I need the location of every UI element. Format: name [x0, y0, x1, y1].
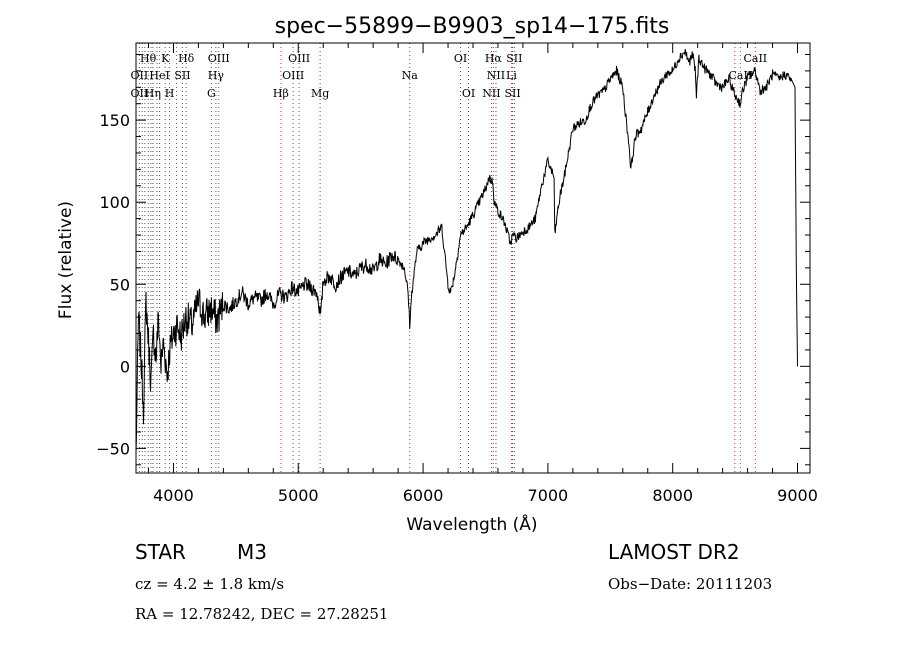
spectral-line-label: SII	[506, 52, 522, 65]
spectral-line-label: Hδ	[178, 52, 195, 65]
x-tick-label: 6000	[403, 486, 444, 505]
y-tick-label: 150	[99, 111, 130, 130]
spectral-line-label: CaII	[743, 52, 767, 65]
spectral-line-label: Hγ	[208, 69, 225, 82]
spectral-line-label: OII	[131, 69, 149, 82]
spectral-line-label: SII	[174, 69, 190, 82]
spectral-line-label: H	[165, 87, 175, 100]
y-tick-label: 50	[110, 275, 130, 294]
spectral-line-label: Hβ	[273, 87, 289, 100]
spectral-line-label: Hη	[145, 87, 161, 100]
y-axis-label: Flux (relative)	[56, 201, 76, 319]
object-subclass: M3	[237, 540, 267, 564]
redshift-velocity: cz = 4.2 ± 1.8 km/s	[135, 575, 285, 593]
spectral-line-label: NII	[482, 87, 500, 100]
spectral-line-label: Li	[506, 69, 517, 82]
y-tick-label: 100	[99, 193, 130, 212]
x-axis-label: Wavelength (Å)	[406, 513, 537, 535]
spectral-line-label: Hα	[485, 52, 503, 65]
spectral-line-markers	[138, 43, 756, 473]
spectral-line-label: K	[161, 52, 170, 65]
spectrum-line	[135, 49, 798, 454]
spectral-line-label: OIII	[288, 52, 310, 65]
y-axis-ticks: −50 0 50 100 150	[96, 53, 810, 466]
y-tick-label: 0	[120, 357, 130, 376]
spectral-line-label: OIII	[282, 69, 304, 82]
x-axis-ticks: 4000 5000 6000 7000 8000 9000	[147, 43, 818, 505]
spectral-line-label: CaII	[729, 69, 753, 82]
spectral-line-label: OIII	[208, 52, 230, 65]
spectral-line-label: OII	[131, 87, 149, 100]
x-tick-label: 5000	[278, 486, 319, 505]
object-class: STAR	[135, 540, 186, 564]
spectral-line-label: OI	[462, 87, 475, 100]
spectral-line-label: SII	[504, 87, 520, 100]
spectral-line-label: Mg	[311, 87, 329, 100]
y-tick-label: −50	[96, 439, 130, 458]
spectral-line-label: NII	[487, 69, 505, 82]
spectral-line-label: Hθ	[140, 52, 157, 65]
spectral-line-label: HeI	[149, 69, 169, 82]
plot-frame	[135, 42, 811, 474]
observation-date: Obs−Date: 20111203	[608, 575, 773, 593]
sky-coordinates: RA = 12.78242, DEC = 27.28251	[135, 605, 389, 623]
x-tick-label: 8000	[652, 486, 693, 505]
x-tick-label: 9000	[777, 486, 818, 505]
spectral-line-label: G	[207, 87, 216, 100]
x-tick-label: 4000	[153, 486, 194, 505]
chart-title: spec−55899−B9903_sp14−175.fits	[275, 14, 670, 39]
spectral-line-label: OI	[454, 52, 467, 65]
x-tick-label: 7000	[528, 486, 569, 505]
spectral-line-label: Na	[402, 69, 419, 82]
survey-name: LAMOST DR2	[608, 540, 740, 564]
